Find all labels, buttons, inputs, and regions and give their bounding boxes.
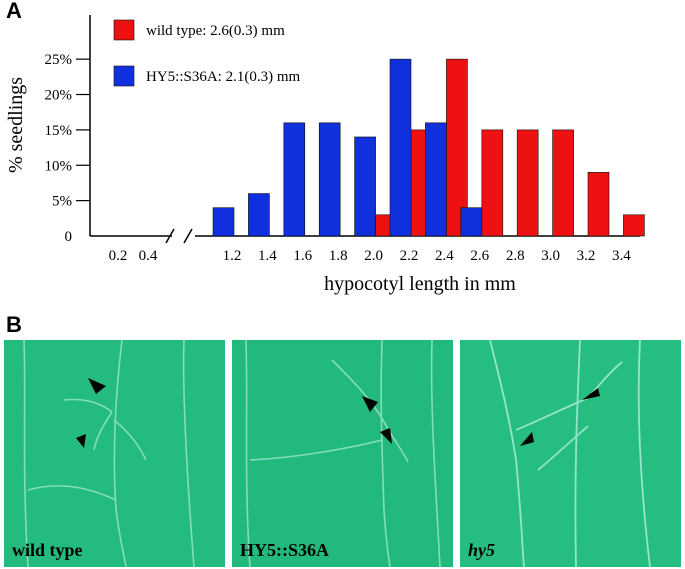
bar-wild-type (552, 129, 574, 237)
bar-hy5-s36a (318, 122, 341, 237)
x-tick-label: 2.4 (435, 248, 454, 264)
y-tick-label: 0 (65, 229, 73, 245)
legend-label: HY5::S36A: 2.1(0.3) mm (146, 69, 301, 85)
photo-hy5-s36a-image (232, 340, 453, 567)
x-tick-label: 0.4 (139, 248, 158, 264)
bar-hy5-s36a (248, 193, 270, 237)
x-tick-label: 3.4 (612, 248, 631, 264)
y-tick-label: 20% (45, 88, 73, 104)
bar-hy5-s36a (425, 122, 447, 237)
x-tick-label: 3.0 (541, 248, 560, 264)
x-tick-label: 2.6 (470, 248, 489, 264)
bar-hy5-s36a (460, 207, 483, 237)
bar-wild-type (587, 172, 610, 237)
photo-label-hy5-s36a: HY5::S36A (240, 540, 329, 560)
photo-hy5: hy5 (460, 340, 681, 567)
arrowhead-icon (520, 432, 534, 446)
bar-wild-type (623, 214, 645, 237)
x-tick-label: 1.8 (329, 248, 348, 264)
axis-break-mark (165, 228, 175, 244)
axis-break-mark (183, 228, 193, 244)
y-tick-label: 15% (45, 123, 73, 139)
legend-swatch (113, 19, 135, 41)
photo-wild-type: wild type (4, 340, 225, 567)
bar-hy5-s36a (283, 122, 306, 237)
arrowhead-icon (362, 396, 378, 412)
panel-a-letter: A (6, 0, 22, 23)
x-tick-label: 0.2 (109, 248, 128, 264)
legend-swatch (113, 65, 135, 87)
bars (212, 58, 645, 237)
y-axis-title: % seedlings (5, 77, 27, 173)
bar-wild-type (516, 129, 539, 237)
x-tick-label: 1.4 (258, 248, 277, 264)
y-tick-label: 5% (52, 194, 72, 210)
bar-hy5-s36a (354, 136, 376, 237)
x-tick-label: 1.2 (223, 248, 242, 264)
arrowhead-icon (380, 428, 392, 444)
panel-b-letter: B (6, 312, 22, 337)
photo-wild-type-image (4, 340, 225, 567)
bar-hy5-s36a (389, 58, 412, 237)
arrowhead-icon (88, 378, 106, 394)
bar-wild-type (481, 129, 504, 237)
photo-hy5-image (460, 340, 681, 567)
x-tick-label: 3.2 (577, 248, 596, 264)
x-tick-label: 1.6 (293, 248, 312, 264)
bar-hy5-s36a (212, 207, 235, 237)
photo-wild-type-markers (76, 378, 106, 448)
y-axis: 0 5% 10% 15% 20% 25% (45, 15, 91, 245)
photo-label-wild-type: wild type (12, 540, 83, 560)
x-axis-title: hypocotyl length in mm (324, 273, 516, 295)
histogram-chart: 0 5% 10% 15% 20% 25% 0.2 0.4 1.2 1.4 1.6 1.8 2.0 2.2… (5, 15, 645, 295)
photo-hy5-s36a-markers (362, 396, 392, 444)
x-tick-label: 2.2 (400, 248, 419, 264)
legend-label: wild type: 2.6(0.3) mm (146, 23, 285, 39)
photo-hy5-markers (520, 388, 600, 446)
y-tick-label: 25% (45, 52, 73, 68)
photo-hy5-s36a: HY5::S36A (232, 340, 453, 567)
y-tick-label: 10% (45, 158, 73, 174)
x-tick-label: 2.0 (364, 248, 383, 264)
photo-label-hy5: hy5 (468, 540, 495, 560)
arrowhead-icon (582, 388, 600, 400)
arrowhead-icon (76, 434, 86, 448)
x-tick-label: 2.8 (506, 248, 525, 264)
